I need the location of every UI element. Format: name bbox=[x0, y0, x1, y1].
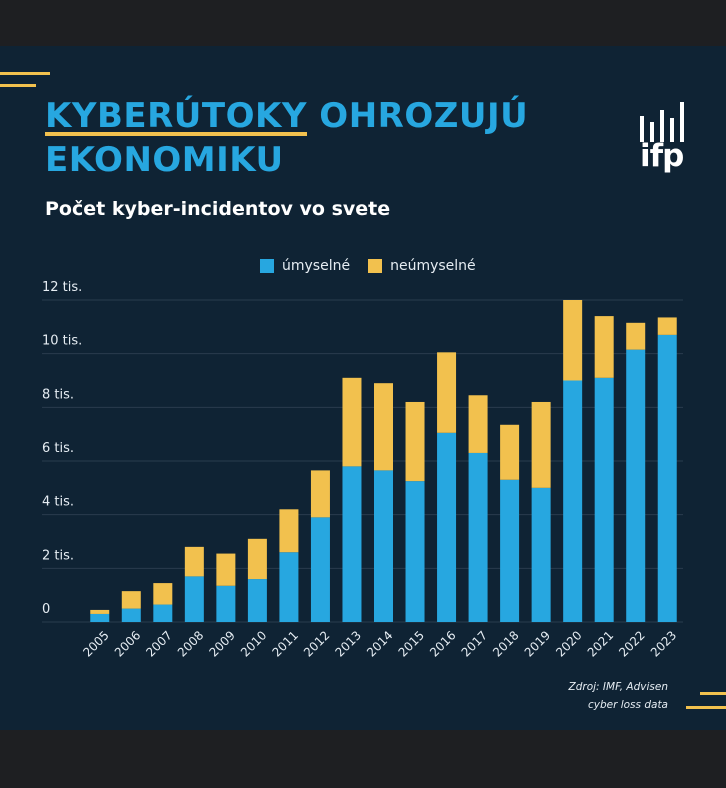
x-tick-label: 2020 bbox=[553, 628, 584, 659]
bar-neumyselne bbox=[247, 538, 267, 580]
y-tick-label: 10 tis. bbox=[42, 334, 82, 349]
title-rest: OHROZUJÚ EKONOMIKU bbox=[45, 96, 529, 180]
x-tick-label: 2021 bbox=[585, 628, 616, 659]
x-tick-label: 2008 bbox=[175, 628, 206, 659]
bar-neumyselne bbox=[184, 546, 204, 577]
bar-neumyselne bbox=[121, 591, 141, 609]
x-tick-label: 2015 bbox=[396, 628, 427, 659]
legend-swatch-yellow bbox=[368, 259, 383, 273]
bar-umyselne bbox=[437, 432, 457, 622]
bar-umyselne bbox=[563, 380, 583, 622]
bar-umyselne bbox=[121, 608, 141, 622]
x-tick-label: 2011 bbox=[269, 628, 300, 659]
bar-umyselne bbox=[153, 604, 173, 622]
deco-line-top-left-2 bbox=[0, 84, 36, 87]
bar-neumyselne bbox=[216, 553, 236, 586]
bar-neumyselne bbox=[405, 401, 425, 482]
x-tick-label: 2012 bbox=[301, 628, 332, 659]
source-line-2: cyber loss data bbox=[587, 699, 668, 711]
infographic-card: KYBERÚTOKY OHROZUJÚ EKONOMIKU Počet kybe… bbox=[0, 46, 726, 730]
source-line-1: Zdroj: IMF, Advisen bbox=[568, 681, 668, 693]
bar-neumyselne bbox=[90, 609, 110, 614]
bar-neumyselne bbox=[468, 395, 488, 453]
bar-umyselne bbox=[468, 452, 488, 622]
bar-umyselne bbox=[657, 334, 677, 622]
bar-umyselne bbox=[374, 470, 393, 622]
legend-label-umyselne: úmyselné bbox=[282, 258, 351, 274]
logo-bars-icon bbox=[640, 102, 684, 142]
logo-text: ifp bbox=[640, 138, 684, 174]
x-tick-label: 2010 bbox=[238, 628, 269, 659]
bar-umyselne bbox=[216, 585, 236, 622]
x-tick-label: 2005 bbox=[80, 628, 111, 659]
y-tick-label: 6 tis. bbox=[42, 441, 74, 456]
bar-umyselne bbox=[247, 579, 267, 622]
bar-neumyselne bbox=[563, 300, 583, 381]
bar-umyselne bbox=[90, 613, 110, 622]
y-tick-label: 0 bbox=[42, 602, 50, 617]
deco-line-bottom-right-1 bbox=[700, 692, 726, 695]
y-tick-label: 8 tis. bbox=[42, 387, 74, 402]
bar-neumyselne bbox=[657, 317, 677, 335]
x-tick-label: 2016 bbox=[427, 628, 458, 659]
chart-subtitle: Počet kyber-incidentov vo svete bbox=[45, 198, 391, 220]
bar-neumyselne bbox=[594, 316, 614, 378]
bar-umyselne bbox=[405, 481, 425, 622]
bar-neumyselne bbox=[437, 352, 457, 433]
x-tick-label: 2013 bbox=[333, 628, 364, 659]
bar-neumyselne bbox=[279, 509, 299, 553]
x-tick-label: 2022 bbox=[616, 628, 647, 659]
x-tick-label: 2023 bbox=[648, 628, 679, 659]
legend-item-neumyselne: neúmyselné bbox=[368, 258, 476, 274]
legend-label-neumyselne: neúmyselné bbox=[390, 258, 476, 274]
x-tick-label: 2019 bbox=[522, 628, 553, 659]
x-tick-label: 2009 bbox=[206, 628, 237, 659]
bar-neumyselne bbox=[153, 583, 173, 605]
bar-umyselne bbox=[342, 466, 362, 622]
bar-neumyselne bbox=[310, 470, 330, 518]
bar-neumyselne bbox=[531, 401, 551, 488]
bar-umyselne bbox=[184, 576, 204, 622]
y-tick-label: 2 tis. bbox=[42, 548, 74, 563]
bar-neumyselne bbox=[626, 322, 646, 350]
page-title: KYBERÚTOKY OHROZUJÚ EKONOMIKU bbox=[45, 94, 605, 182]
y-tick-label: 4 tis. bbox=[42, 495, 74, 510]
x-tick-label: 2014 bbox=[364, 628, 395, 659]
bar-umyselne bbox=[310, 517, 330, 622]
legend-item-umyselne: úmyselné bbox=[260, 258, 350, 274]
legend-swatch-blue bbox=[260, 259, 274, 273]
deco-line-bottom-right-2 bbox=[686, 706, 726, 709]
chart-legend: úmyselné neúmyselné bbox=[260, 258, 476, 274]
title-highlight: KYBERÚTOKY bbox=[45, 96, 307, 136]
bar-umyselne bbox=[531, 487, 551, 622]
x-tick-label: 2017 bbox=[459, 628, 490, 659]
x-tick-label: 2018 bbox=[490, 628, 521, 659]
bar-umyselne bbox=[594, 377, 614, 622]
bar-neumyselne bbox=[374, 383, 393, 471]
x-tick-label: 2007 bbox=[143, 628, 174, 659]
x-tick-label: 2006 bbox=[112, 628, 143, 659]
bar-neumyselne bbox=[500, 424, 520, 480]
bar-umyselne bbox=[279, 552, 299, 622]
y-tick-label: 12 tis. bbox=[42, 280, 82, 295]
bar-neumyselne bbox=[342, 377, 362, 467]
deco-line-top-left-1 bbox=[0, 72, 50, 75]
bar-umyselne bbox=[626, 349, 646, 622]
ifp-logo: ifp bbox=[640, 102, 688, 186]
source-note: Zdroj: IMF, Advisen cyber loss data bbox=[569, 678, 668, 714]
bar-chart: 0 2 tis. 4 tis. 6 tis. 8 tis. 10 tis. 12 tis. 2… bbox=[42, 280, 683, 660]
bar-umyselne bbox=[500, 479, 520, 622]
